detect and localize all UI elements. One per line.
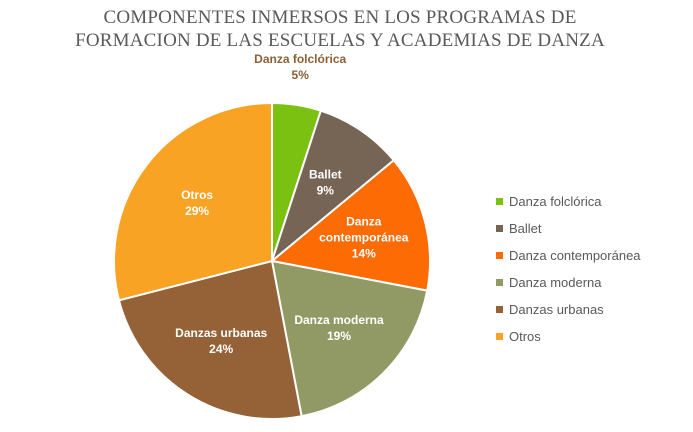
- chart-title: COMPONENTES INMERSOS EN LOS PROGRAMAS DE…: [60, 6, 620, 52]
- legend-swatch: [496, 333, 503, 340]
- pie-slice-otros: [113, 101, 273, 302]
- legend: Danza folclórica Ballet Danza contemporáne…: [496, 188, 641, 350]
- legend-swatch: [496, 225, 503, 232]
- data-label-danzas-urbanas: Danzas urbanas 24%: [175, 326, 267, 356]
- chart-title-line-2: FORMACION DE LAS ESCUELAS Y ACADEMIAS DE…: [75, 30, 605, 51]
- legend-swatch: [496, 279, 503, 286]
- legend-label: Otros: [509, 329, 541, 344]
- legend-item-danzas-urbanas: Danzas urbanas: [496, 296, 641, 323]
- pie-slice-danzas-urbanas: [117, 259, 303, 420]
- data-label-danza-moderna: Danza moderna 19%: [294, 313, 384, 343]
- chart-title-line-1: COMPONENTES INMERSOS EN LOS PROGRAMAS DE: [103, 7, 577, 28]
- legend-item-danza-folclorica: Danza folclórica: [496, 188, 641, 215]
- legend-swatch: [496, 198, 503, 205]
- pie-slice-danza-moderna: [270, 259, 429, 418]
- legend-label: Ballet: [509, 221, 542, 236]
- legend-item-otros: Otros: [496, 323, 641, 350]
- pie-slice-danza-contemporanea: [269, 158, 431, 292]
- pie-slice-ballet: [269, 109, 396, 264]
- legend-item-danza-moderna: Danza moderna: [496, 269, 641, 296]
- data-label-danza-folclorica: Danza folclórica 5%: [254, 52, 346, 82]
- data-label-danza-contemporanea: Danza contemporánea 14%: [319, 214, 409, 260]
- legend-label: Danza contemporánea: [509, 248, 641, 263]
- legend-label: Danza folclórica: [509, 194, 602, 209]
- legend-item-ballet: Ballet: [496, 215, 641, 242]
- legend-swatch: [496, 252, 503, 259]
- legend-label: Danzas urbanas: [509, 302, 604, 317]
- data-label-otros: Otros 29%: [181, 188, 213, 218]
- data-label-ballet: Ballet 9%: [309, 168, 342, 198]
- legend-label: Danza moderna: [509, 275, 602, 290]
- legend-swatch: [496, 306, 503, 313]
- legend-item-danza-contemporanea: Danza contemporánea: [496, 242, 641, 269]
